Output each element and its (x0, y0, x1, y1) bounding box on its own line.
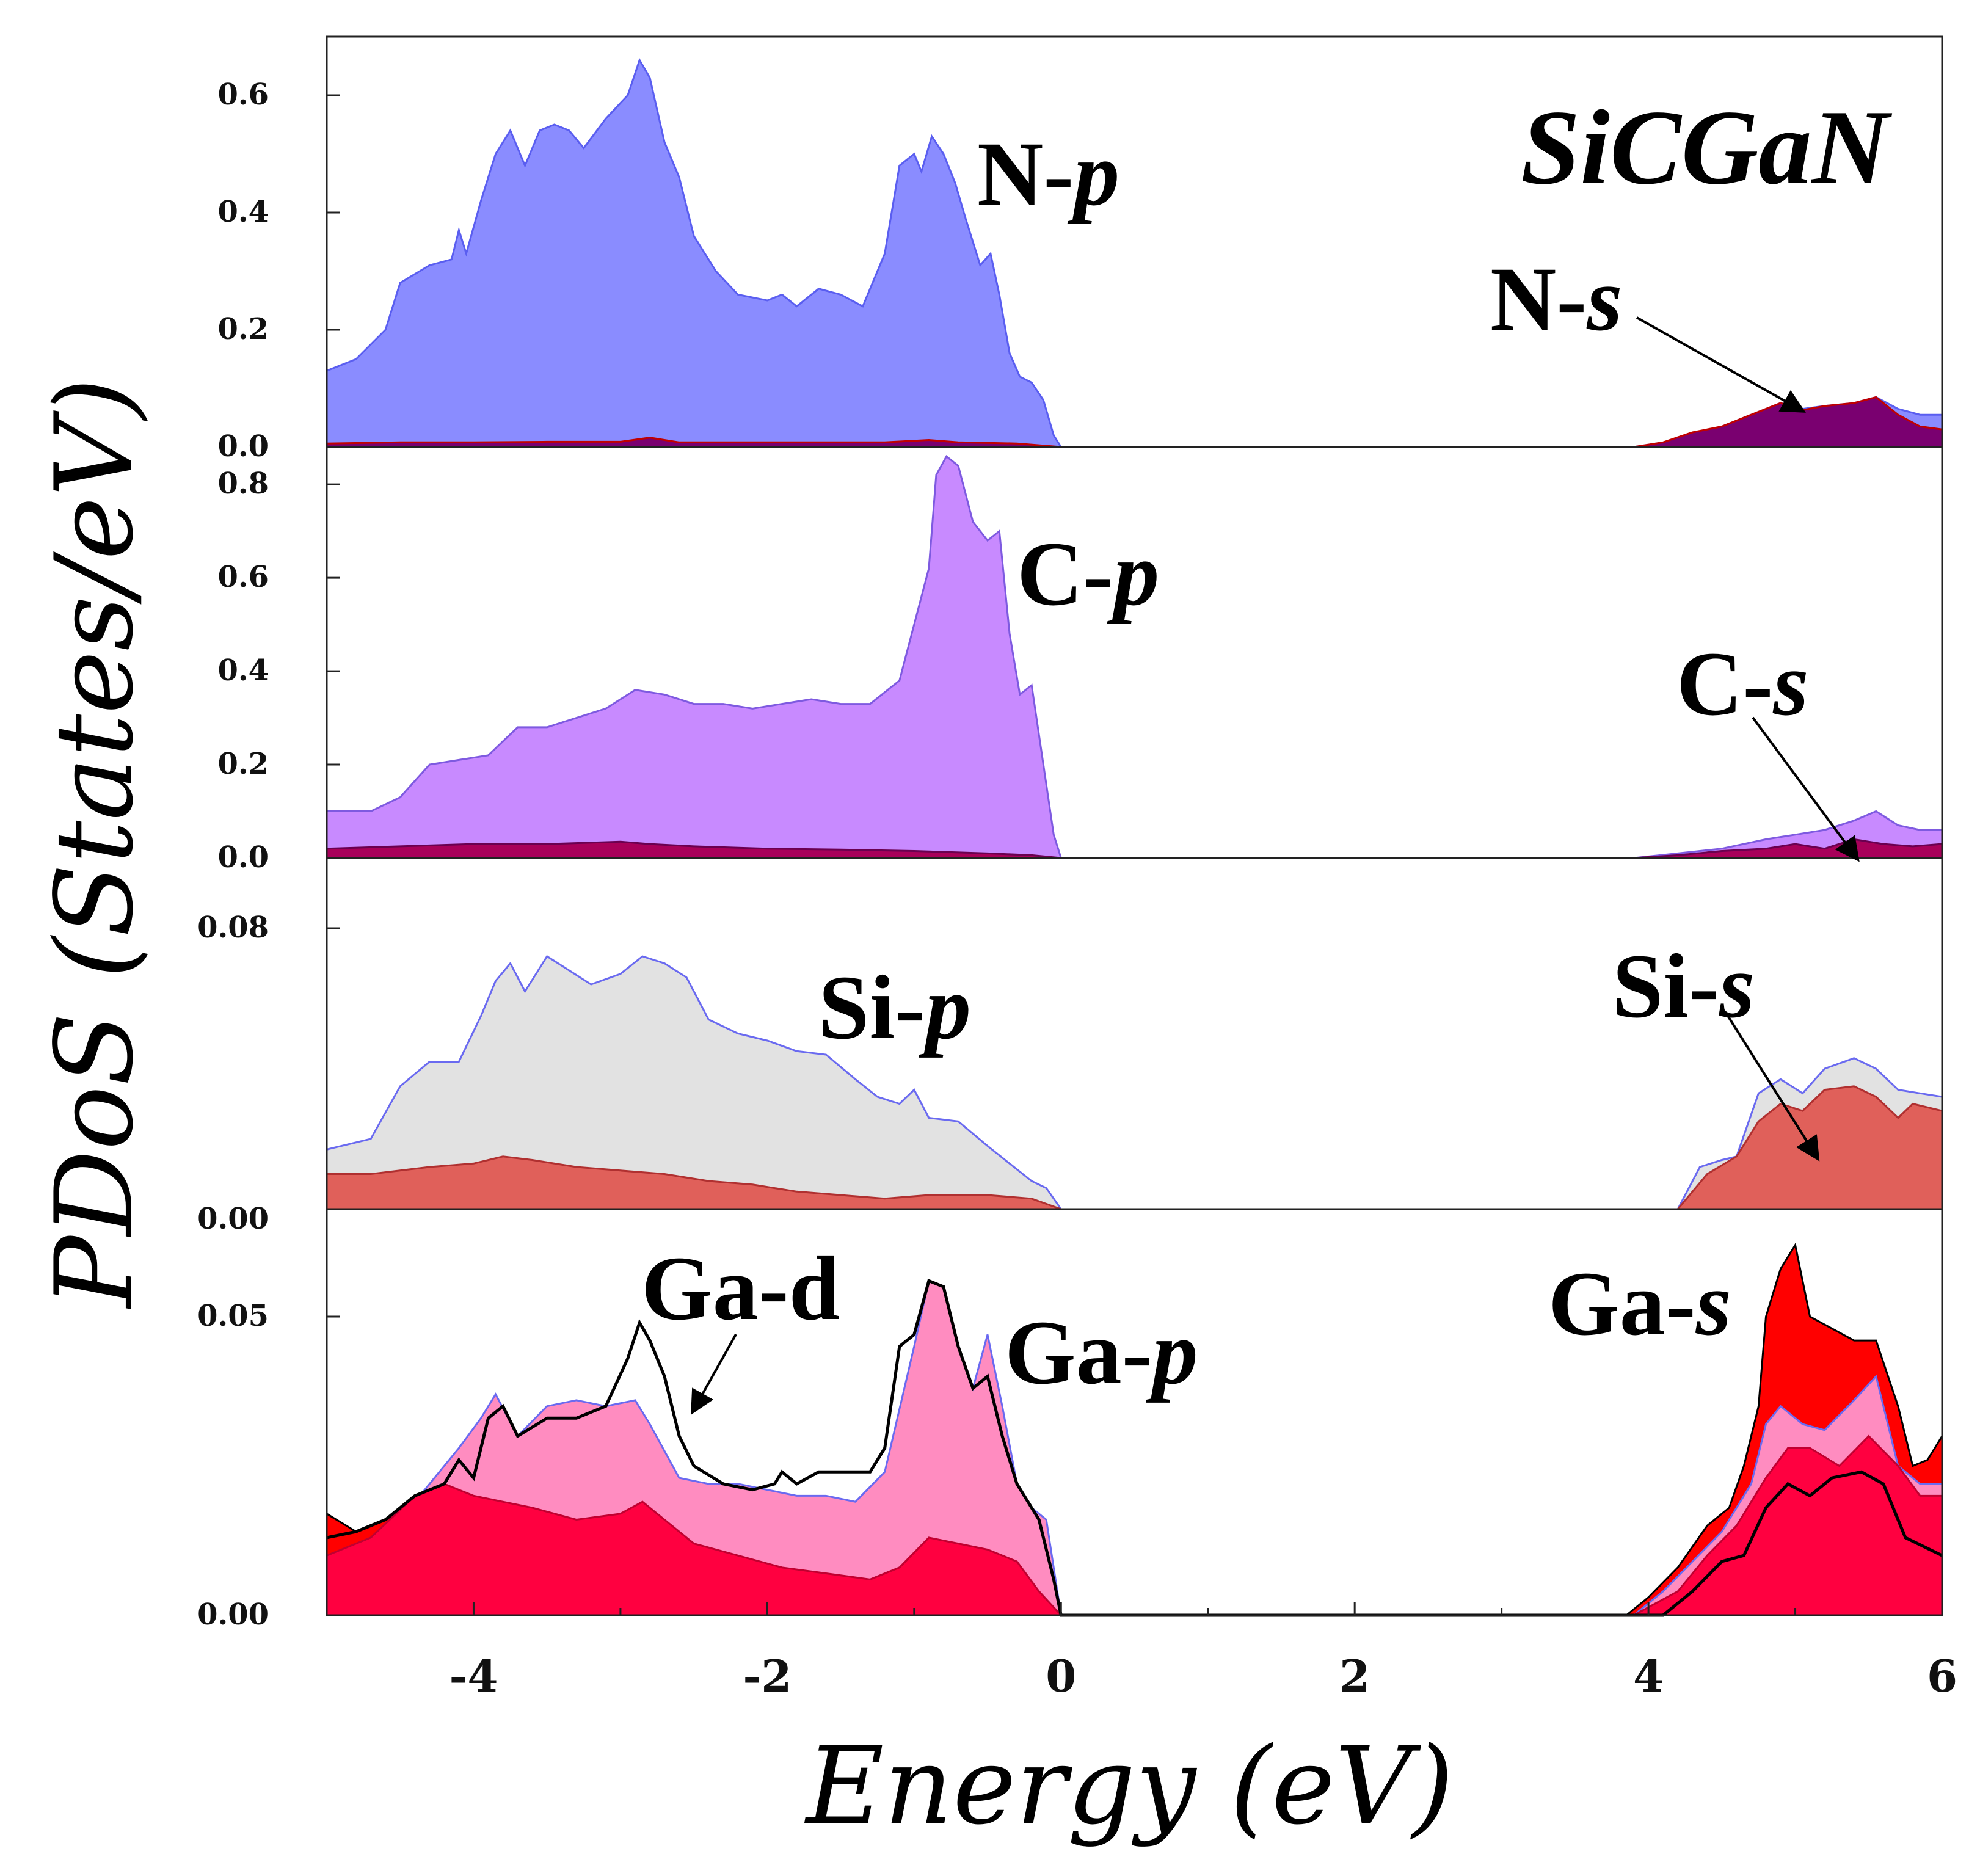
x-tick-label: 2 (1339, 1650, 1370, 1702)
x-tick-label: -4 (449, 1650, 498, 1702)
x-tick-label: -2 (743, 1650, 792, 1702)
label-n-s: N-s (1490, 249, 1623, 350)
area-si-s (326, 1085, 1943, 1210)
label-si-p-orbital: p (919, 957, 971, 1058)
arrow-si-s (1727, 1016, 1820, 1162)
y-tick-label-n: 0.0 (217, 429, 269, 464)
x-axis-title: Energy (eV) (804, 1725, 1454, 1849)
label-si-p-prefix: Si- (818, 957, 925, 1058)
y-tick-label-c: 0.6 (217, 560, 269, 594)
label-ga-d: Ga-d (641, 1238, 840, 1339)
label-sicgan: SiCGaN (1521, 88, 1893, 206)
label-n-p-prefix: N- (977, 123, 1074, 225)
area-c-p (326, 455, 1943, 859)
y-tick-label-c: 0.8 (217, 467, 269, 501)
panel-c (326, 455, 1943, 859)
label-ga-s-prefix: Ga- (1548, 1253, 1696, 1354)
panels-layer (326, 57, 1943, 1617)
label-n-p: N-p (977, 123, 1119, 225)
line-ga-d-line (326, 1279, 1943, 1617)
area-ga-d (326, 1434, 1943, 1616)
label-ga-s-orbital: s (1695, 1253, 1731, 1354)
panel-ga (326, 1242, 1943, 1617)
y-tick-label-c: 0.2 (217, 747, 269, 781)
ticks-layer: 0.0 0.2 0.4 0.6 0.0 0.2 0.4 0.6 0.8 0.08 0.00 0.05 0… (197, 78, 1957, 1702)
label-ga-p: Ga-p (1005, 1302, 1198, 1403)
y-tick-label-ga: 0.05 (197, 1299, 269, 1333)
y-tick-label-ga: 0.00 (197, 1598, 269, 1632)
label-si-s-orbital: s (1719, 936, 1755, 1037)
arrow-ga-d (691, 1334, 737, 1415)
label-c-s: C-s (1676, 633, 1809, 735)
y-axis-title: PDoS (States/eV) (33, 378, 157, 1310)
frames-layer (326, 35, 1943, 1616)
label-c-p: C-p (1017, 523, 1159, 625)
panel-frame-ga (326, 1208, 1943, 1616)
label-ga-p-orbital: p (1146, 1302, 1198, 1403)
label-c-s-prefix: C- (1676, 633, 1773, 735)
y-tick-label-n: 0.2 (217, 312, 269, 346)
label-c-p-orbital: p (1107, 523, 1159, 625)
label-si-p: Si-p (818, 957, 971, 1058)
label-n-s-prefix: N- (1490, 249, 1587, 350)
annotations: N-p SiCGaN N-s C-p C-s Si-p Si-s Ga-d Ga… (641, 88, 1893, 1415)
x-tick-label: 0 (1046, 1650, 1076, 1702)
area-c-s (326, 838, 1943, 859)
y-tick-label-n: 0.6 (217, 78, 269, 112)
label-c-s-orbital: s (1772, 633, 1808, 735)
x-tick-label: 6 (1927, 1650, 1957, 1702)
y-tick-label-si: 0.08 (197, 911, 269, 945)
label-n-p-orbital: p (1067, 123, 1119, 225)
label-ga-s: Ga-s (1548, 1253, 1731, 1354)
label-n-s-orbital: s (1586, 249, 1622, 350)
label-c-p-prefix: C- (1017, 523, 1113, 625)
arrow-c-s (1752, 716, 1860, 862)
y-tick-label-top-ga: 0.00 (197, 1202, 269, 1236)
y-tick-label-c: 0.0 (217, 840, 269, 874)
panel-si (326, 954, 1943, 1210)
x-tick-label: 4 (1633, 1650, 1664, 1702)
y-tick-label-n: 0.4 (217, 195, 269, 229)
arrow-n-s (1636, 316, 1806, 413)
area-si-p (326, 954, 1943, 1210)
label-si-s-prefix: Si- (1612, 936, 1719, 1037)
label-ga-p-prefix: Ga- (1005, 1302, 1152, 1403)
label-si-s: Si-s (1612, 936, 1755, 1037)
y-tick-label-c: 0.4 (217, 653, 269, 688)
